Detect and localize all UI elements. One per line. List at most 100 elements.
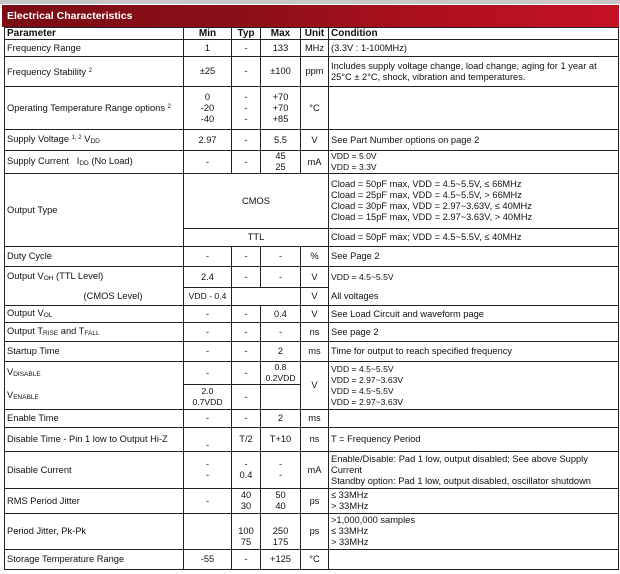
header-min: Min [183, 27, 232, 40]
max: - - [260, 451, 301, 489]
max: 0.4 [260, 305, 301, 323]
table-row: Output TRISE and TFALL - - - ns See page… [4, 322, 619, 342]
param: Period Jitter, Pk-Pk [4, 513, 184, 550]
header-typ: Typ [231, 27, 261, 40]
table-row: Duty Cycle - - - % See Page 2 [4, 246, 619, 267]
max: 0.8 0.2VDD [260, 361, 301, 385]
table-row: VDISABLE - - 0.8 0.2VDD V VDD = 4.5~5.5V… [4, 361, 619, 410]
min: 2.97 [183, 129, 232, 151]
unit: °C [300, 549, 329, 570]
condition: (3.3V : 1-100MHz) [328, 39, 619, 57]
unit: V [300, 361, 329, 410]
subscript: OH [43, 274, 54, 282]
param: VDISABLE [4, 361, 184, 385]
typ: - 0.4 [231, 451, 261, 489]
param: VENABLE [4, 384, 184, 410]
condition: T = Frequency Period [328, 427, 619, 452]
param-extra: (No Load) [91, 155, 133, 166]
unit: °C [300, 86, 329, 130]
top-border [0, 0, 620, 4]
output-cmos: CMOS [183, 173, 329, 229]
param-label: V [7, 390, 14, 401]
condition: >1,000,000 samples ≤ 33MHz > 33MHz [328, 513, 619, 550]
subscript: DD [79, 159, 89, 167]
condition: All voltages [328, 287, 619, 306]
header-row: Parameter Min Typ Max Unit Condition [4, 27, 619, 40]
condition: See Part Number options on page 2 [328, 129, 619, 151]
min: - [183, 341, 232, 362]
condition: See Load Circuit and waveform page [328, 305, 619, 323]
table-row: Storage Temperature Range -55 - +125 °C [4, 549, 619, 570]
min: - [183, 427, 232, 452]
param: Operating Temperature Range options 2 [4, 86, 184, 130]
table-row: Period Jitter, Pk-Pk 100 75 250 175 ps >… [4, 513, 619, 550]
min: - [183, 305, 232, 323]
param-label: Output V [7, 270, 44, 281]
footnote: 2 [88, 67, 92, 74]
table-row: Output Type CMOS Cload = 50pF max, VDD =… [4, 173, 619, 247]
table-row: RMS Period Jitter - 40 30 50 40 ps ≤ 33M… [4, 488, 619, 514]
param: Output TRISE and TFALL [4, 322, 184, 342]
section-title: Electrical Characteristics [2, 5, 619, 27]
typ: - [231, 341, 261, 362]
max: +70 +70 +85 [260, 86, 301, 130]
unit: MHz [300, 39, 329, 57]
condition: Cload = 50pF max; VDD = 4.5~5.5V, ≤ 40MH… [328, 228, 619, 247]
output-ttl: TTL [183, 228, 329, 247]
max: - [260, 246, 301, 267]
condition: VDD = 5.0V VDD = 3.3V [328, 150, 619, 174]
condition [328, 549, 619, 570]
condition: Time for output to reach specified frequ… [328, 341, 619, 362]
table-row: Disable Time - Pin 1 low to Output Hi-Z … [4, 427, 619, 452]
condition: ≤ 33MHz > 33MHz [328, 488, 619, 514]
param: Storage Temperature Range [4, 549, 184, 570]
min [183, 513, 232, 550]
unit: ps [300, 513, 329, 550]
header-unit: Unit [300, 27, 329, 40]
unit: V [300, 129, 329, 151]
max: - [260, 266, 301, 288]
unit: mA [300, 150, 329, 174]
typ: - [231, 150, 261, 174]
typ: - [231, 56, 261, 87]
table-row: Frequency Range 1 - 133 MHz (3.3V : 1-10… [4, 39, 619, 57]
param: Output VOL [4, 305, 184, 323]
footnote: 1, 2 [71, 135, 82, 141]
max: 5.5 [260, 129, 301, 151]
subscript: DD [90, 138, 100, 145]
param-label: V [7, 366, 14, 377]
param: Output Type [4, 173, 184, 247]
param-label: Output T [7, 325, 44, 336]
typ: 40 30 [231, 488, 261, 514]
typ: - [231, 384, 261, 410]
subscript: FALL [84, 329, 100, 337]
unit: % [300, 246, 329, 267]
max: 45 25 [260, 150, 301, 174]
header-parameter: Parameter [4, 27, 184, 40]
max: 250 175 [260, 513, 301, 550]
unit: mA [300, 451, 329, 489]
unit: ppm [300, 56, 329, 87]
typ: 100 75 [231, 513, 261, 550]
table-row: Output VOL - - 0.4 V See Load Circuit an… [4, 305, 619, 323]
table-row: Frequency Stability 2 ±25 - ±100 ppm Inc… [4, 56, 619, 87]
condition: Enable/Disable: Pad 1 low, output disabl… [328, 451, 619, 489]
condition: VDD = 4.5~5.5V [328, 266, 619, 288]
min: - [183, 246, 232, 267]
table-row: Enable Time - - 2 ms [4, 409, 619, 428]
unit: ns [300, 427, 329, 452]
header-max: Max [260, 27, 301, 40]
unit: V [300, 287, 329, 306]
min: - [183, 150, 232, 174]
unit: ns [300, 322, 329, 342]
max: 2 [260, 341, 301, 362]
condition [328, 86, 619, 130]
min: - [183, 322, 232, 342]
max: 133 [260, 39, 301, 57]
min: - [183, 361, 232, 385]
typ: - [231, 409, 261, 428]
param: Enable Time [4, 409, 184, 428]
symbol: I [76, 155, 80, 166]
unit: V [300, 305, 329, 323]
condition: See page 2 [328, 322, 619, 342]
